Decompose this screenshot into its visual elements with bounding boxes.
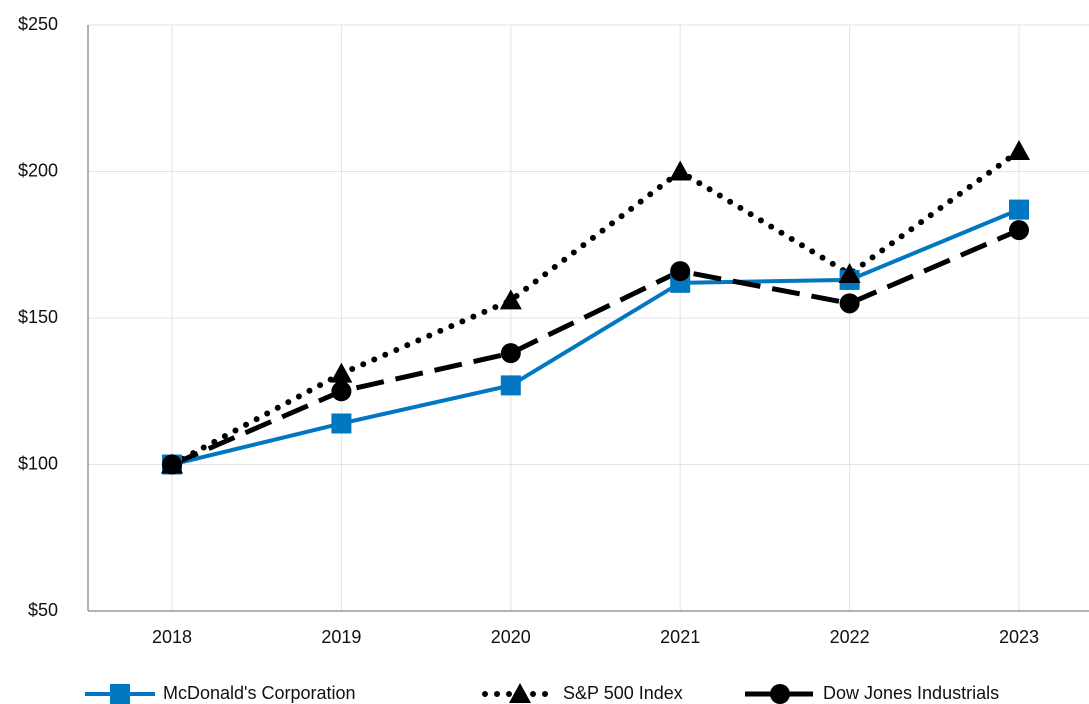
- series-line: [169, 147, 1022, 468]
- y-tick-label: $250: [18, 14, 58, 34]
- series-line: [171, 227, 1020, 467]
- data-point: [669, 160, 692, 181]
- series-line: [171, 207, 1020, 467]
- legend-label: McDonald's Corporation: [163, 683, 356, 703]
- data-point: [331, 381, 352, 402]
- data-point: [331, 413, 352, 434]
- x-tick-label: 2021: [660, 627, 700, 647]
- legend-label: S&P 500 Index: [563, 683, 683, 703]
- legend-label: Dow Jones Industrials: [823, 683, 999, 703]
- y-tick-label: $150: [18, 307, 58, 327]
- data-point: [500, 343, 521, 364]
- data-point: [1009, 199, 1029, 220]
- data-point: [500, 375, 521, 396]
- data-point: [670, 261, 691, 282]
- y-tick-label: $200: [18, 160, 58, 180]
- data-point: [330, 362, 353, 383]
- y-tick-label: $100: [18, 453, 58, 473]
- data-point: [499, 289, 522, 310]
- legend-marker: [509, 683, 531, 703]
- data-point: [162, 454, 182, 475]
- legend-marker: [770, 684, 790, 704]
- x-tick-label: 2018: [152, 627, 192, 647]
- x-tick-label: 2020: [491, 627, 531, 647]
- x-tick-label: 2019: [321, 627, 361, 647]
- legend-marker: [110, 684, 130, 704]
- y-tick-label: $50: [28, 600, 58, 620]
- data-point: [838, 263, 861, 284]
- data-point: [1008, 139, 1030, 160]
- x-tick-label: 2022: [830, 627, 870, 647]
- data-point: [1009, 220, 1029, 241]
- x-tick-label: 2023: [999, 627, 1039, 647]
- data-point: [839, 293, 860, 314]
